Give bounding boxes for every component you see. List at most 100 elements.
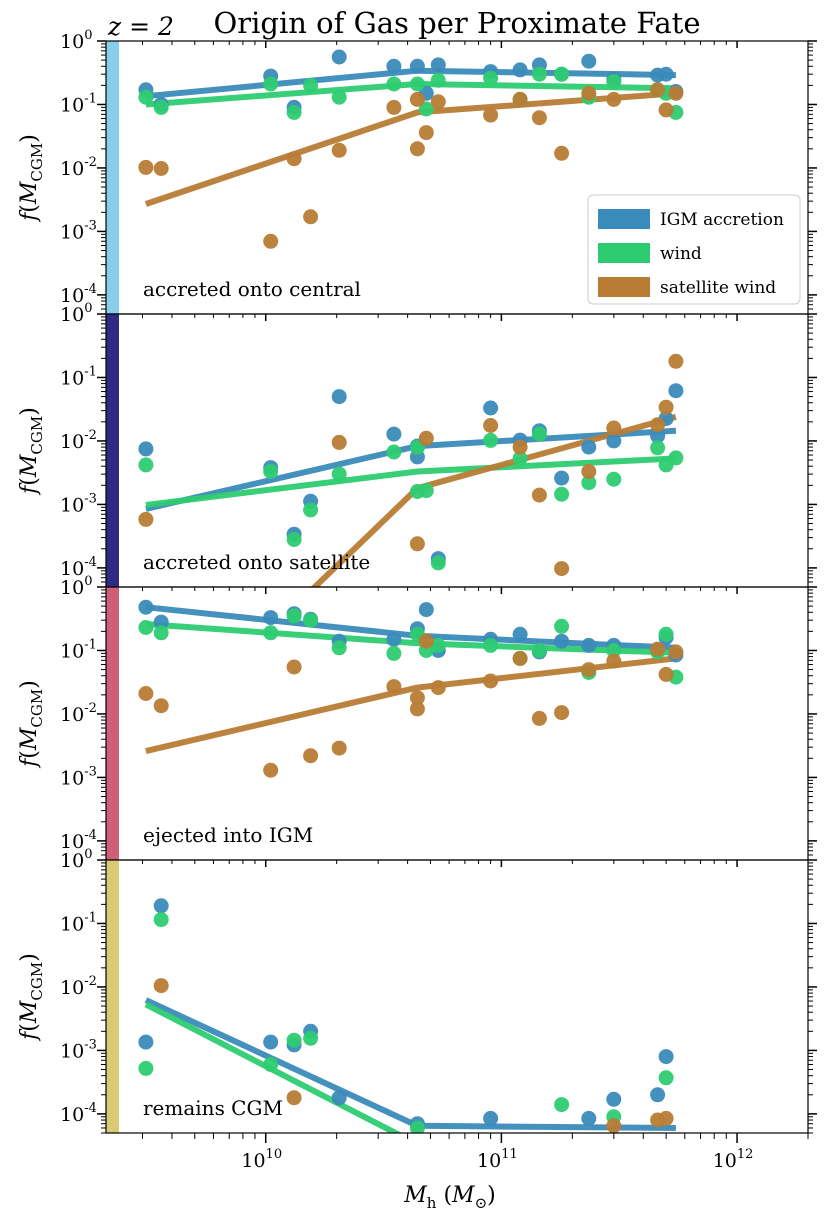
data-point-igm-accretion	[153, 898, 169, 914]
data-point-igm-accretion	[658, 66, 674, 82]
panel-1: 100 10-1 10-2 10-3 10-4 f(MCGM) accreted onto …	[17, 28, 817, 315]
data-point-satellite-wind	[331, 434, 347, 450]
panel-frame	[105, 859, 809, 1134]
data-point-satellite-wind	[531, 487, 547, 503]
data-point-igm-accretion	[418, 602, 434, 618]
panel-3: 100 10-1 10-2 10-3 10-4 f(MCGM) ejected into I…	[17, 574, 817, 861]
data-point-wind	[303, 502, 319, 518]
panel-frame	[105, 313, 809, 588]
data-point-igm-accretion	[581, 53, 597, 69]
data-point-wind	[153, 99, 169, 115]
data-point-wind	[554, 618, 570, 634]
x-tick-label: 1011	[477, 1147, 518, 1172]
data-point-satellite-wind	[531, 110, 547, 126]
data-point-wind	[658, 626, 674, 642]
data-point-wind	[331, 466, 347, 482]
data-point-satellite-wind	[650, 82, 666, 98]
data-point-satellite-wind	[650, 641, 666, 657]
y-axis-label: f(MCGM)	[17, 134, 46, 223]
data-point-igm-accretion	[153, 614, 169, 630]
data-point-igm-accretion	[658, 1049, 674, 1065]
data-point-satellite-wind	[138, 159, 154, 175]
data-point-satellite-wind	[658, 102, 674, 118]
panel-label: remains CGM	[143, 1096, 283, 1120]
data-point-satellite-wind	[430, 94, 446, 110]
data-point-wind	[581, 475, 597, 491]
data-point-satellite-wind	[286, 659, 302, 675]
data-point-igm-accretion	[581, 439, 597, 455]
data-point-satellite-wind	[418, 633, 434, 649]
data-point-wind	[138, 620, 154, 635]
data-point-wind	[418, 483, 434, 499]
data-point-satellite-wind	[531, 710, 547, 726]
data-point-satellite-wind	[512, 91, 528, 107]
data-point-satellite-wind	[331, 142, 347, 158]
data-point-satellite-wind	[418, 430, 434, 446]
data-point-wind	[286, 532, 302, 547]
plot-area	[138, 49, 684, 249]
data-point-satellite-wind	[658, 666, 674, 682]
data-point-satellite-wind	[418, 125, 434, 141]
data-point-satellite-wind	[386, 99, 402, 115]
panel-2: 100 10-1 10-2 10-3 10-4 f(MCGM) accreted onto …	[17, 301, 817, 588]
redshift-label: z = 2	[107, 12, 174, 41]
data-point-igm-accretion	[138, 599, 154, 615]
data-point-wind	[483, 432, 499, 448]
data-point-wind	[554, 486, 570, 502]
data-point-igm-accretion	[581, 637, 597, 653]
data-point-satellite-wind	[658, 1110, 674, 1126]
data-point-satellite-wind	[512, 439, 528, 455]
data-point-wind	[303, 1030, 319, 1046]
data-point-wind	[554, 1097, 570, 1113]
data-point-satellite-wind	[409, 141, 425, 157]
data-point-igm-accretion	[512, 626, 528, 642]
y-tick-label: 10-1	[60, 910, 97, 935]
data-point-satellite-wind	[606, 653, 622, 669]
data-point-satellite-wind	[658, 399, 674, 415]
data-point-wind	[531, 66, 547, 82]
y-tick-label: 10-1	[60, 637, 97, 662]
data-point-satellite-wind	[409, 690, 425, 706]
data-point-wind	[554, 66, 570, 82]
y-tick-label: 100	[60, 574, 92, 599]
y-tick-label: 10-1	[60, 364, 97, 389]
y-tick-label: 10-3	[60, 491, 97, 516]
x-axis-label: Mh (M⊙)	[403, 1183, 495, 1212]
data-point-satellite-wind	[581, 85, 597, 101]
data-point-igm-accretion	[386, 631, 402, 647]
data-point-satellite-wind	[581, 662, 597, 678]
data-point-satellite-wind	[153, 978, 169, 994]
y-tick-label: 10-2	[60, 428, 97, 453]
data-point-satellite-wind	[650, 417, 666, 433]
data-point-satellite-wind	[153, 698, 169, 714]
data-point-wind	[418, 101, 434, 117]
data-point-igm-accretion	[668, 383, 684, 399]
data-point-satellite-wind	[331, 740, 347, 756]
data-point-satellite-wind	[483, 673, 499, 689]
fate-color-band	[106, 41, 119, 314]
data-point-wind	[286, 608, 302, 624]
data-point-igm-accretion	[581, 1110, 597, 1126]
panel-4: 100 10-1 10-2 10-3 10-4 f(MCGM) remains CGM	[17, 847, 817, 1134]
data-point-wind	[658, 1070, 674, 1086]
data-point-wind	[263, 625, 279, 641]
data-point-igm-accretion	[331, 389, 347, 405]
y-axis-label: f(MCGM)	[17, 407, 46, 496]
data-point-igm-accretion	[331, 1090, 347, 1106]
legend-swatch	[598, 243, 650, 263]
data-point-igm-accretion	[386, 58, 402, 74]
data-point-wind	[303, 612, 319, 628]
y-tick-label: 10-2	[60, 701, 97, 726]
data-point-igm-accretion	[263, 610, 279, 626]
data-point-wind	[138, 89, 154, 105]
data-point-satellite-wind	[581, 464, 597, 479]
data-point-wind	[386, 645, 402, 661]
data-point-wind	[263, 76, 279, 92]
data-point-satellite-wind	[286, 1090, 302, 1106]
legend-swatch	[598, 209, 650, 229]
legend-swatch	[598, 277, 650, 297]
data-point-igm-accretion	[430, 57, 446, 73]
data-point-igm-accretion	[263, 1034, 279, 1050]
data-point-wind	[409, 1120, 425, 1133]
data-point-satellite-wind	[153, 161, 169, 176]
